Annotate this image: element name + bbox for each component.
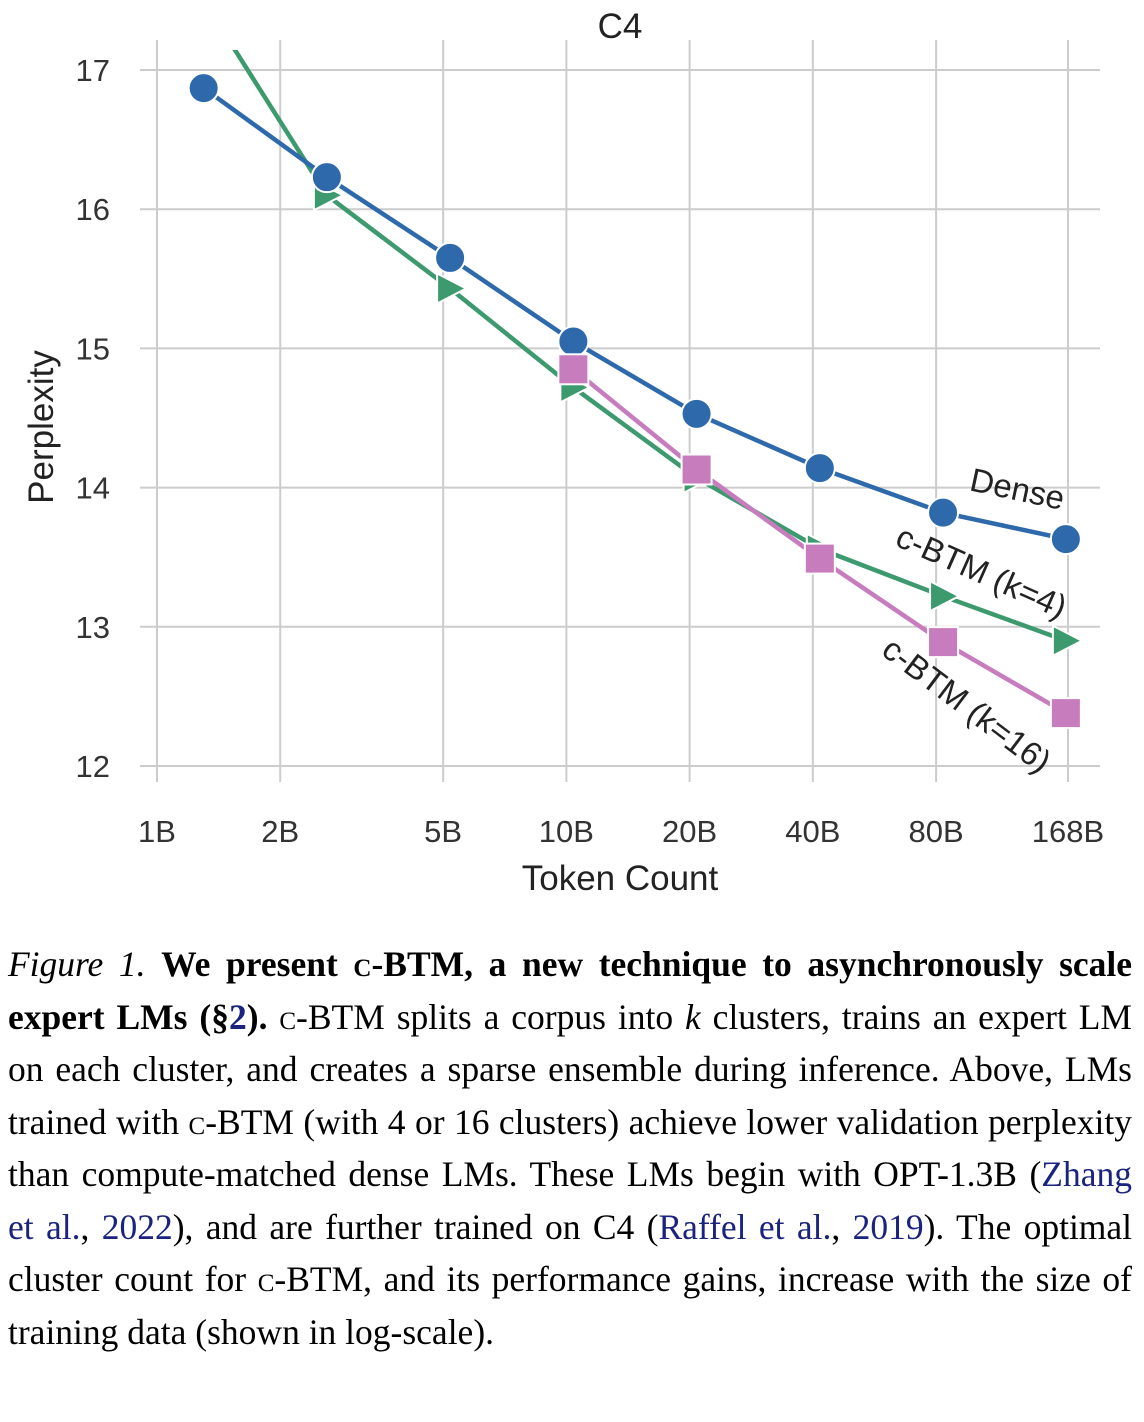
caption-method-2: c-BTM <box>188 1101 294 1142</box>
figure-caption: Figure 1. We present c-BTM, a new techni… <box>8 938 1132 1358</box>
x-tick-label: 168B <box>1032 814 1104 849</box>
series-label-cbtm-k16: c-BTM (k=16) <box>876 630 1059 780</box>
y-tick-labels: 12 13 14 15 16 17 <box>76 53 110 784</box>
citation-zhang-name[interactable]: Zhang et al. <box>8 1154 1132 1247</box>
data-point-dense <box>680 397 713 430</box>
caption-text-5: ). The optimal cluster count for <box>8 1206 1133 1300</box>
figure-label: Figure 1. <box>8 944 146 984</box>
data-point-cbtm-k4 <box>436 271 469 306</box>
chart-title: C4 <box>598 7 643 46</box>
x-tick-label: 1B <box>138 814 176 849</box>
y-tick-label: 14 <box>76 471 110 506</box>
x-tick-label: 80B <box>909 814 964 849</box>
y-tick-label: 15 <box>76 331 110 366</box>
data-point-cbtm-k16 <box>557 353 590 386</box>
caption-bold-method: c-BTM <box>353 944 465 984</box>
y-tick-label: 17 <box>76 53 110 88</box>
citation-sep-1: , <box>80 1206 102 1247</box>
x-tick-label: 40B <box>785 814 840 849</box>
data-point-dense <box>310 161 343 194</box>
citation-sep-2: , <box>831 1206 853 1247</box>
caption-bold-2: , a new technique to asynchronously scal… <box>8 944 1133 1037</box>
caption-text-6: , and its performance gains, increase wi… <box>8 1259 1132 1352</box>
x-axis-label: Token Count <box>522 859 719 898</box>
y-tick-label: 12 <box>76 749 110 784</box>
citation-raffel-year[interactable]: 2019 <box>852 1206 924 1247</box>
x-tick-labels: 1B 2B 5B 10B 20B 40B 80B 168B <box>138 814 1104 849</box>
caption-bold-3: ). <box>246 996 268 1037</box>
caption-text-1: splits a corpus into <box>384 996 685 1037</box>
x-tick-label: 20B <box>662 814 717 849</box>
caption-method-3: c-BTM <box>257 1259 364 1299</box>
x-tick-label: 2B <box>261 814 299 849</box>
citation-raffel-name[interactable]: Raffel et al. <box>658 1206 832 1247</box>
data-point-cbtm-k4 <box>1051 624 1085 658</box>
y-gridlines <box>140 69 1100 767</box>
data-point-dense <box>434 241 467 274</box>
x-tick-label: 5B <box>424 814 462 849</box>
y-axis-label: Perplexity <box>22 350 61 504</box>
series-line-0 <box>202 86 1067 542</box>
data-point-dense <box>927 496 960 529</box>
data-point-dense <box>1049 523 1082 556</box>
series-line-1 <box>232 50 1067 643</box>
plot-area <box>187 50 1085 730</box>
caption-text-4: ), and are further trained on C4 ( <box>172 1206 659 1247</box>
x-tick-label: 10B <box>539 814 594 849</box>
data-point-cbtm-k16 <box>927 626 960 659</box>
y-tick-label: 16 <box>76 192 110 227</box>
data-point-cbtm-k16 <box>1049 697 1082 730</box>
series-label-dense: Dense <box>967 461 1068 517</box>
caption-k: k <box>685 996 701 1037</box>
series-markers <box>187 72 1085 730</box>
data-point-dense <box>557 325 590 358</box>
caption-method-1: c-BTM <box>279 996 385 1037</box>
data-point-cbtm-k16 <box>680 453 713 486</box>
data-point-cbtm-k16 <box>803 542 836 575</box>
caption-bold-1: We present <box>161 944 354 984</box>
chart: 1B 2B 5B 10B 20B 40B 80B 168B 12 13 14 15 16 17 C4 T… <box>22 7 1104 898</box>
data-point-dense <box>187 72 220 105</box>
citation-zhang-year[interactable]: 2022 <box>101 1206 173 1247</box>
caption-text-2: clusters, trains an expert LM on each cl… <box>8 996 1132 1142</box>
data-point-dense <box>803 452 836 485</box>
data-point-cbtm-k4 <box>929 579 962 613</box>
y-tick-label: 13 <box>76 610 110 645</box>
section-ref-link[interactable]: 2 <box>229 996 247 1037</box>
caption-text-3: (with 4 or 16 clusters) achieve lower va… <box>8 1101 1132 1195</box>
